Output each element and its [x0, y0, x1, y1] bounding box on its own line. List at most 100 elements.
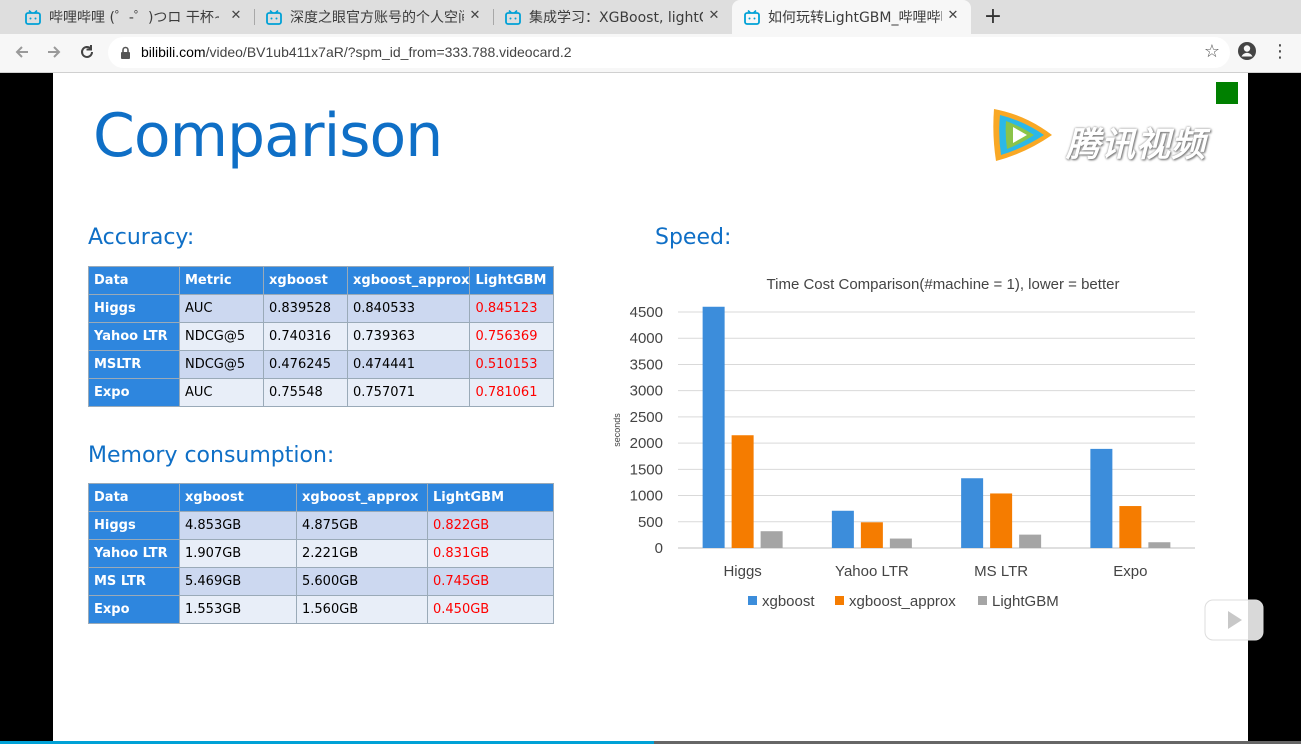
- col-header: xgboost: [263, 266, 348, 295]
- table-row: Expo 1.553GB 1.560GB 0.450GB: [88, 595, 554, 624]
- y-tick-label: 3000: [630, 383, 663, 400]
- col-header: xgboost_approx: [296, 483, 428, 512]
- x-tick-label: Higgs: [723, 563, 761, 580]
- col-header: Metric: [179, 266, 264, 295]
- table-row: Yahoo LTR NDCG@5 0.740316 0.739363 0.756…: [88, 322, 554, 351]
- y-axis-label: seconds: [612, 413, 622, 447]
- address-bar[interactable]: bilibili.com/video/BV1ub411x7aR/?spm_id_…: [108, 37, 1230, 68]
- bar-LightGBM: [1148, 542, 1171, 548]
- y-tick-label: 500: [638, 514, 663, 531]
- bar-LightGBM: [889, 538, 912, 548]
- bar-xgboost-approx: [1119, 506, 1142, 548]
- memory-table: Data xgboost xgboost_approx LightGBM Hig…: [88, 483, 554, 624]
- table-cell: 0.75548: [263, 378, 348, 407]
- url-path: /video/BV1ub411x7aR/?spm_id_from=333.788…: [205, 44, 572, 60]
- bilibili-tv-icon: [266, 9, 282, 25]
- x-tick-label: Expo: [1113, 563, 1147, 580]
- col-header: LightGBM: [469, 266, 554, 295]
- row-label: Higgs: [88, 294, 180, 323]
- table-cell: 4.875GB: [296, 511, 428, 540]
- profile-icon[interactable]: [1236, 40, 1258, 62]
- table-header-row: Data xgboost xgboost_approx LightGBM: [88, 483, 554, 512]
- tab-shenduzhiyan[interactable]: 深度之眼官方账号的个人空间 ✕: [254, 0, 493, 34]
- table-cell: 2.221GB: [296, 539, 428, 568]
- y-tick-label: 4000: [630, 330, 663, 347]
- bar-LightGBM: [760, 531, 783, 548]
- x-tick-label: MS LTR: [974, 563, 1028, 580]
- lock-icon[interactable]: [120, 45, 131, 64]
- tab-title: 集成学习：XGBoost, lightGBM: [529, 10, 703, 26]
- close-tab-icon[interactable]: ✕: [708, 8, 720, 23]
- play-button[interactable]: [1204, 597, 1264, 643]
- table-cell-best: 0.781061: [469, 378, 554, 407]
- tab-lightgbm-active[interactable]: 如何玩转LightGBM_哔哩哔哩 ✕: [732, 0, 971, 34]
- tab-title: 哔哩哔哩 (゜-゜)つロ 干杯~: [49, 10, 219, 26]
- row-label: MS LTR: [88, 567, 180, 596]
- col-header: Data: [88, 266, 180, 295]
- table-cell: 0.840533: [346, 294, 471, 323]
- row-label: MSLTR: [88, 350, 180, 379]
- bar-xgboost-approx: [860, 522, 883, 548]
- table-row: MS LTR 5.469GB 5.600GB 0.745GB: [88, 567, 554, 596]
- back-icon[interactable]: [9, 39, 35, 65]
- table-cell: 0.476245: [263, 350, 348, 379]
- speed-heading: Speed:: [655, 225, 732, 250]
- row-label: Yahoo LTR: [88, 322, 180, 351]
- accuracy-heading: Accuracy:: [88, 225, 195, 250]
- legend-swatch: [978, 596, 987, 605]
- bar-LightGBM: [1019, 534, 1042, 548]
- y-tick-label: 4500: [630, 304, 663, 321]
- bilibili-tv-icon: [744, 9, 760, 25]
- close-tab-icon[interactable]: ✕: [469, 8, 481, 23]
- legend-label: xgboost: [762, 593, 815, 610]
- bar-xgboost: [702, 306, 725, 548]
- close-tab-icon[interactable]: ✕: [230, 8, 242, 23]
- new-tab-button[interactable]: +: [983, 4, 1003, 29]
- bar-xgboost: [1090, 448, 1113, 548]
- tab-bilibili-home[interactable]: 哔哩哔哩 (゜-゜)つロ 干杯~ ✕: [0, 0, 254, 34]
- forward-icon[interactable]: [41, 39, 67, 65]
- bar-xgboost: [961, 478, 984, 548]
- legend-label: LightGBM: [992, 593, 1059, 610]
- watermark-text: 腾讯视频: [1066, 125, 1206, 165]
- y-tick-label: 1000: [630, 488, 663, 505]
- table-cell-best: 0.510153: [469, 350, 554, 379]
- tab-title: 深度之眼官方账号的个人空间: [290, 10, 464, 26]
- star-icon[interactable]: ☆: [1203, 41, 1220, 62]
- table-cell: 1.907GB: [179, 539, 297, 568]
- table-cell: 0.474441: [346, 350, 471, 379]
- table-cell: AUC: [179, 294, 264, 323]
- url-domain: bilibili.com: [141, 44, 206, 60]
- legend-swatch: [835, 596, 844, 605]
- y-tick-label: 1500: [630, 461, 663, 478]
- menu-icon[interactable]: ⋮: [1271, 41, 1289, 62]
- reload-icon[interactable]: [74, 39, 100, 65]
- tab-ensemble-learning[interactable]: 集成学习：XGBoost, lightGBM ✕: [493, 0, 732, 34]
- bilibili-tv-icon: [505, 9, 521, 25]
- table-cell-best: 0.756369: [469, 322, 554, 351]
- y-tick-label: 2000: [630, 435, 663, 452]
- y-tick-label: 2500: [630, 409, 663, 426]
- table-cell: 5.469GB: [179, 567, 297, 596]
- table-cell: 5.600GB: [296, 567, 428, 596]
- col-header: LightGBM: [427, 483, 554, 512]
- tencent-video-watermark: 腾讯视频: [988, 103, 1218, 173]
- browser-toolbar: bilibili.com/video/BV1ub411x7aR/?spm_id_…: [0, 34, 1301, 73]
- video-slide[interactable]: Comparison 腾讯视频 Accuracy: Data Metric xg…: [53, 73, 1248, 744]
- table-cell: AUC: [179, 378, 264, 407]
- tab-divider: [493, 9, 494, 25]
- close-tab-icon[interactable]: ✕: [947, 8, 959, 23]
- memory-heading: Memory consumption:: [88, 443, 335, 468]
- col-header: xgboost_approx: [346, 266, 471, 295]
- row-label: Yahoo LTR: [88, 539, 180, 568]
- table-cell-best: 0.822GB: [427, 511, 554, 540]
- row-label: Higgs: [88, 511, 180, 540]
- legend-label: xgboost_approx: [849, 593, 956, 610]
- table-row: MSLTR NDCG@5 0.476245 0.474441 0.510153: [88, 350, 554, 379]
- table-cell-best: 0.745GB: [427, 567, 554, 596]
- bar-xgboost: [831, 510, 854, 548]
- col-header: xgboost: [179, 483, 297, 512]
- bar-xgboost-approx: [731, 435, 754, 548]
- table-row: Higgs 4.853GB 4.875GB 0.822GB: [88, 511, 554, 540]
- y-tick-label: 3500: [630, 356, 663, 373]
